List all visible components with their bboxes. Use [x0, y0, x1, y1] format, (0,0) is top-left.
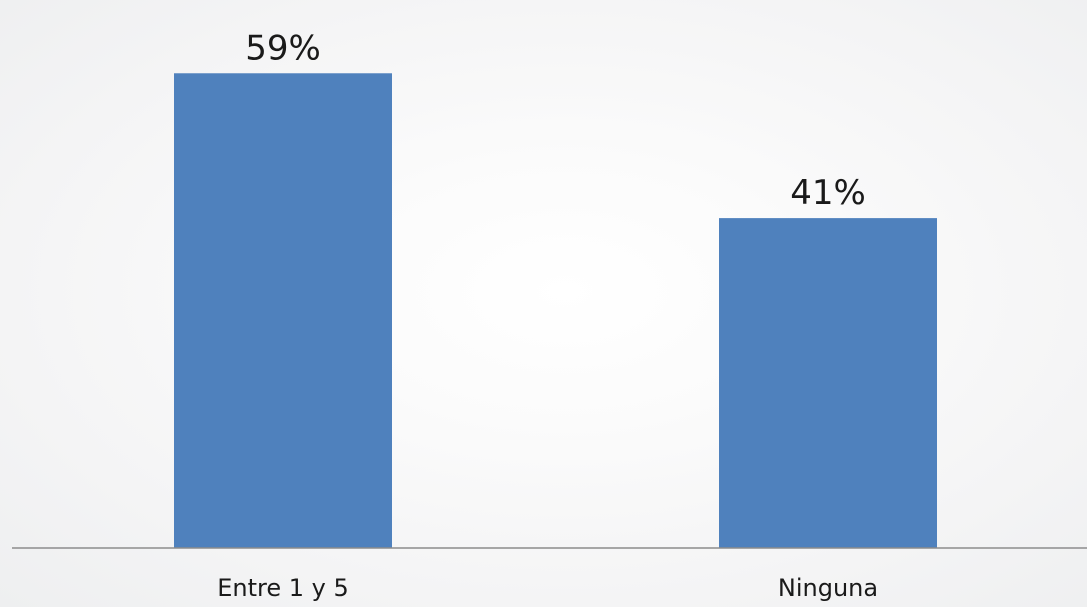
- data-label-1: 41%: [790, 173, 866, 213]
- x-tick-label-1: Ninguna: [778, 574, 878, 602]
- data-labels: 59% 41%: [245, 28, 866, 213]
- bars: [174, 73, 937, 549]
- bar-1: [719, 218, 937, 548]
- bar-0: [174, 73, 392, 549]
- data-label-0: 59%: [245, 28, 321, 68]
- x-tick-label-0: Entre 1 y 5: [217, 574, 349, 602]
- x-axis-tick-labels: Entre 1 y 5 Ninguna: [217, 574, 878, 602]
